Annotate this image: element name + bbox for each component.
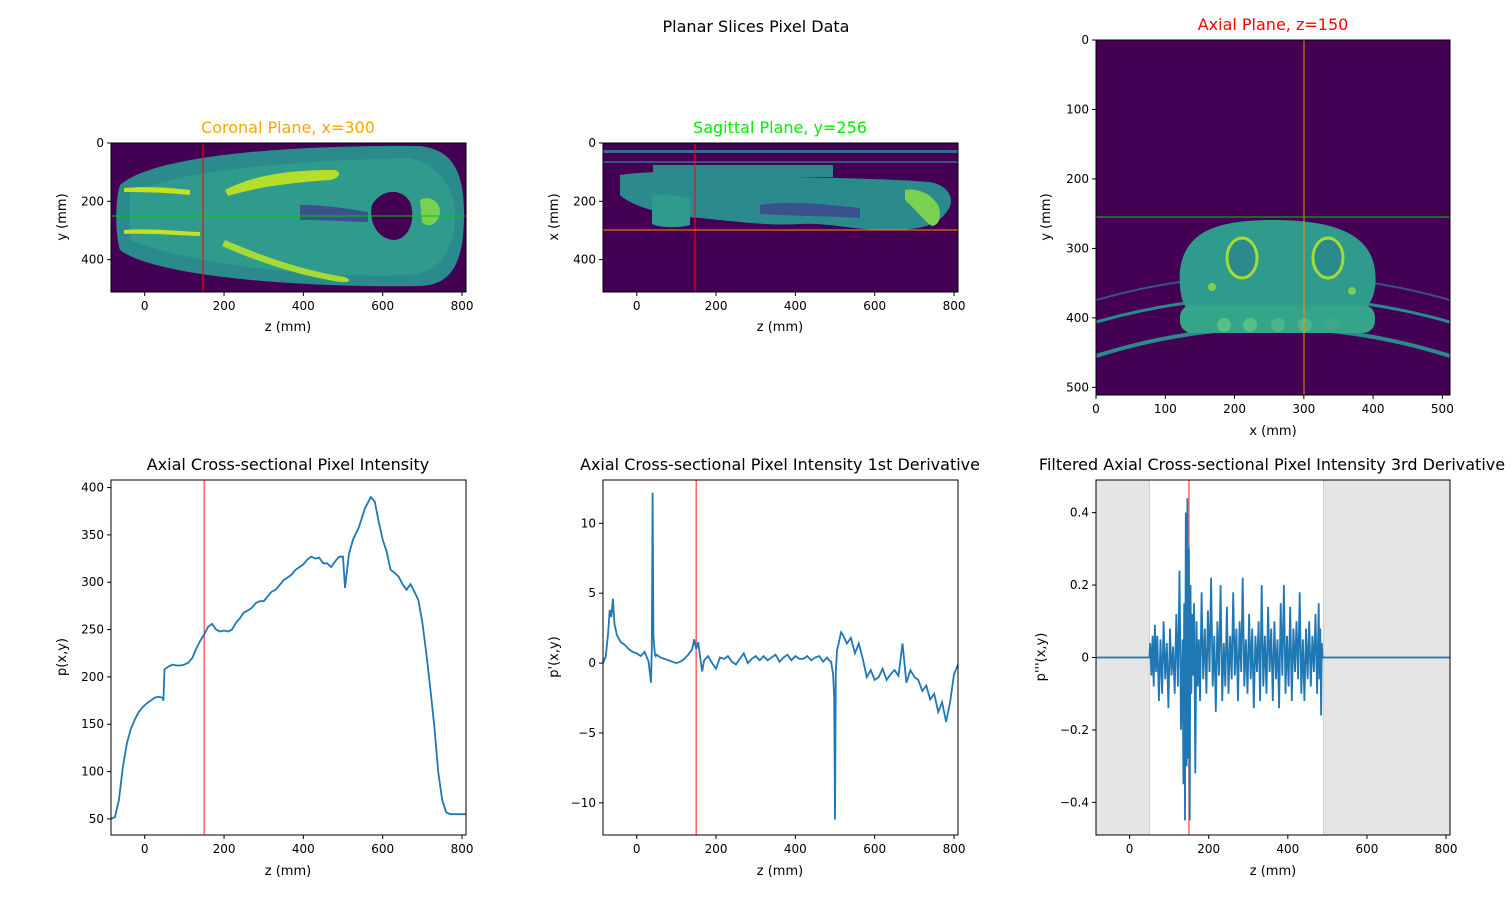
intensity-title: Axial Cross-sectional Pixel Intensity bbox=[147, 455, 430, 474]
sagittal-title: Sagittal Plane, y=256 bbox=[693, 118, 867, 137]
figure-suptitle: Planar Slices Pixel Data bbox=[663, 17, 850, 36]
y-tick-label: 250 bbox=[81, 623, 104, 637]
x-tick-label: 800 bbox=[451, 842, 474, 856]
x-tick-label: 800 bbox=[943, 842, 966, 856]
x-tick-label: 600 bbox=[1355, 842, 1378, 856]
derivative1-title: Axial Cross-sectional Pixel Intensity 1s… bbox=[580, 455, 980, 474]
sagittal-panel: Sagittal Plane, y=256 0 200 400 600 800 0 200 4… bbox=[547, 118, 965, 335]
y-tick-label: −5 bbox=[578, 726, 596, 740]
axial-panel: Axial Plane, z=150 0 100 200 300 400 50001002… bbox=[1039, 15, 1454, 439]
y-tick-label: 0 bbox=[96, 136, 104, 150]
x-tick-label: 400 bbox=[1276, 842, 1299, 856]
coronal-image bbox=[111, 143, 466, 292]
y-tick-label: 400 bbox=[81, 253, 104, 267]
y-tick-label: 500 bbox=[1066, 380, 1089, 394]
coronal-panel: Coronal Plane, x=300 0 200 400 600 800 0 200 40… bbox=[55, 118, 473, 335]
y-tick-label: 200 bbox=[573, 194, 596, 208]
axial-title: Axial Plane, z=150 bbox=[1198, 15, 1349, 34]
x-tick-label: 600 bbox=[371, 299, 394, 313]
x-tick-label: 800 bbox=[1435, 842, 1458, 856]
x-tick-label: 200 bbox=[1197, 842, 1220, 856]
intensity-xlabel: z (mm) bbox=[265, 864, 311, 879]
y-tick-label: −0.2 bbox=[1060, 723, 1089, 737]
y-tick-label: 10 bbox=[581, 516, 596, 530]
x-tick-label: 600 bbox=[371, 842, 394, 856]
derivative1-ylabel: p'(x,y) bbox=[547, 636, 562, 678]
y-tick-label: 400 bbox=[573, 253, 596, 267]
derivative1-panel: Axial Cross-sectional Pixel Intensity 1s… bbox=[547, 455, 980, 879]
y-tick-label: 400 bbox=[1066, 311, 1089, 325]
x-tick-label: 200 bbox=[213, 299, 236, 313]
y-tick-label: 150 bbox=[81, 717, 104, 731]
derivative3-ylabel: p'''(x,y) bbox=[1034, 633, 1049, 682]
y-tick-label: 300 bbox=[81, 575, 104, 589]
x-tick-label: 800 bbox=[943, 299, 966, 313]
y-tick-label: 300 bbox=[1066, 241, 1089, 255]
y-tick-label: 0 bbox=[588, 136, 596, 150]
x-tick-label: 400 bbox=[1362, 402, 1385, 416]
y-tick-label: 5 bbox=[588, 586, 596, 600]
x-tick-label: 800 bbox=[451, 299, 474, 313]
y-tick-label: −10 bbox=[571, 796, 596, 810]
x-tick-label: 300 bbox=[1292, 402, 1315, 416]
x-tick-label: 400 bbox=[292, 299, 315, 313]
x-tick-label: 400 bbox=[292, 842, 315, 856]
intensity-panel: Axial Cross-sectional Pixel Intensity 0 2… bbox=[55, 455, 473, 879]
y-tick-label: 0 bbox=[1081, 651, 1089, 665]
axial-xlabel: x (mm) bbox=[1249, 424, 1296, 439]
x-tick-label: 400 bbox=[784, 299, 807, 313]
y-tick-label: 200 bbox=[81, 194, 104, 208]
x-tick-label: 0 bbox=[633, 842, 641, 856]
x-tick-label: 0 bbox=[141, 299, 149, 313]
y-tick-label: 100 bbox=[81, 765, 104, 779]
x-tick-label: 200 bbox=[1223, 402, 1246, 416]
axial-ylabel: y (mm) bbox=[1039, 193, 1054, 240]
x-tick-label: 600 bbox=[863, 842, 886, 856]
x-tick-label: 0 bbox=[1092, 402, 1100, 416]
x-tick-label: 600 bbox=[863, 299, 886, 313]
x-tick-label: 0 bbox=[141, 842, 149, 856]
y-tick-label: 0 bbox=[1081, 33, 1089, 47]
coronal-xlabel: z (mm) bbox=[265, 320, 311, 335]
sagittal-image bbox=[603, 143, 958, 292]
x-tick-label: 200 bbox=[213, 842, 236, 856]
y-tick-label: 100 bbox=[1066, 102, 1089, 116]
y-tick-label: 0 bbox=[588, 656, 596, 670]
y-tick-label: 400 bbox=[81, 481, 104, 495]
x-tick-label: 400 bbox=[784, 842, 807, 856]
derivative1-series-line bbox=[603, 492, 958, 820]
derivative1-xlabel: z (mm) bbox=[757, 864, 803, 879]
x-tick-label: 200 bbox=[705, 299, 728, 313]
x-tick-label: 0 bbox=[633, 299, 641, 313]
y-tick-label: 0.4 bbox=[1070, 506, 1089, 520]
coronal-ylabel: y (mm) bbox=[55, 193, 70, 240]
sagittal-ylabel: x (mm) bbox=[547, 193, 562, 240]
x-tick-label: 0 bbox=[1126, 842, 1134, 856]
y-tick-label: 200 bbox=[1066, 172, 1089, 186]
derivative3-title: Filtered Axial Cross-sectional Pixel Int… bbox=[1039, 455, 1505, 474]
y-tick-label: 50 bbox=[89, 812, 104, 826]
intensity-ylabel: p(x,y) bbox=[55, 638, 70, 676]
y-tick-label: 0.2 bbox=[1070, 578, 1089, 592]
derivative3-series-line bbox=[1096, 498, 1450, 821]
y-tick-label: −0.4 bbox=[1060, 795, 1089, 809]
x-tick-label: 500 bbox=[1431, 402, 1454, 416]
sagittal-xlabel: z (mm) bbox=[757, 320, 803, 335]
y-tick-label: 200 bbox=[81, 670, 104, 684]
coronal-title: Coronal Plane, x=300 bbox=[201, 118, 375, 137]
intensity-series-line bbox=[111, 495, 466, 820]
x-tick-label: 200 bbox=[705, 842, 728, 856]
x-tick-label: 100 bbox=[1154, 402, 1177, 416]
derivative3-xlabel: z (mm) bbox=[1250, 864, 1296, 879]
derivative3-panel: Filtered Axial Cross-sectional Pixel Int… bbox=[1034, 455, 1505, 879]
y-tick-label: 350 bbox=[81, 528, 104, 542]
